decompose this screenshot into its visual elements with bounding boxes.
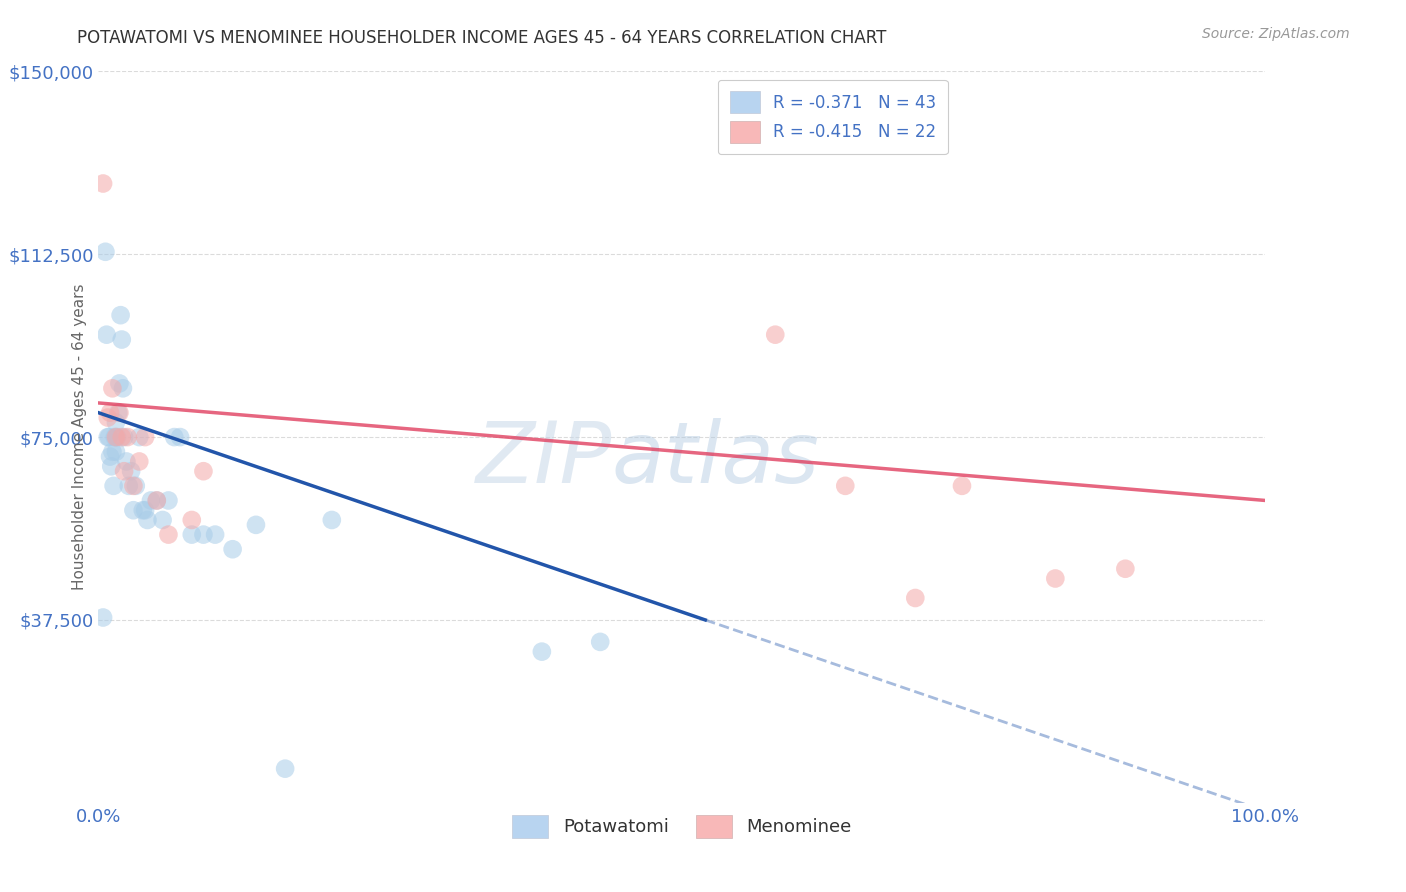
Point	[122, 503, 145, 517]
Point	[104, 416, 127, 430]
Point	[98, 406, 121, 420]
Point	[136, 513, 159, 527]
Point	[107, 406, 129, 420]
Point	[100, 459, 122, 474]
Point	[834, 479, 856, 493]
Point	[157, 527, 180, 541]
Point	[105, 430, 128, 444]
Point	[91, 610, 114, 624]
Point	[125, 479, 148, 493]
Point	[128, 454, 150, 468]
Point	[118, 479, 141, 493]
Point	[589, 635, 612, 649]
Point	[763, 327, 786, 342]
Point	[110, 308, 132, 322]
Point	[97, 430, 120, 444]
Point	[152, 513, 174, 527]
Point	[180, 527, 202, 541]
Text: Source: ZipAtlas.com: Source: ZipAtlas.com	[1202, 27, 1350, 41]
Point	[950, 479, 973, 493]
Point	[111, 430, 134, 444]
Point	[103, 479, 125, 493]
Point	[274, 762, 297, 776]
Point	[193, 527, 215, 541]
Point	[101, 381, 124, 395]
Point	[204, 527, 226, 541]
Point	[94, 244, 117, 259]
Point	[245, 517, 267, 532]
Point	[98, 450, 121, 464]
Point	[115, 454, 138, 468]
Point	[104, 430, 127, 444]
Point	[128, 430, 150, 444]
Point	[96, 327, 118, 342]
Point	[134, 503, 156, 517]
Point	[1045, 572, 1067, 586]
Point	[122, 479, 145, 493]
Point	[221, 542, 243, 557]
Point	[530, 645, 553, 659]
Legend: Potawatomi, Menominee: Potawatomi, Menominee	[505, 807, 859, 845]
Point	[163, 430, 186, 444]
Text: POTAWATOMI VS MENOMINEE HOUSEHOLDER INCOME AGES 45 - 64 YEARS CORRELATION CHART: POTAWATOMI VS MENOMINEE HOUSEHOLDER INCO…	[77, 29, 887, 46]
Point	[97, 430, 120, 444]
Point	[108, 406, 131, 420]
Point	[112, 430, 135, 444]
Point	[117, 430, 139, 444]
Text: atlas: atlas	[612, 417, 820, 500]
Point	[146, 493, 169, 508]
Point	[904, 591, 927, 605]
Point	[97, 410, 120, 425]
Point	[321, 513, 343, 527]
Point	[91, 177, 114, 191]
Point	[1114, 562, 1136, 576]
Point	[134, 430, 156, 444]
Point	[104, 430, 127, 444]
Point	[108, 376, 131, 391]
Point	[169, 430, 191, 444]
Point	[104, 444, 127, 458]
Point	[146, 493, 169, 508]
Point	[193, 464, 215, 478]
Point	[101, 444, 124, 458]
Point	[111, 381, 134, 395]
Y-axis label: Householder Income Ages 45 - 64 years: Householder Income Ages 45 - 64 years	[72, 284, 87, 591]
Point	[139, 493, 162, 508]
Point	[112, 464, 135, 478]
Point	[111, 333, 134, 347]
Point	[132, 503, 155, 517]
Point	[157, 493, 180, 508]
Point	[120, 464, 142, 478]
Text: ZIP: ZIP	[475, 417, 612, 500]
Point	[180, 513, 202, 527]
